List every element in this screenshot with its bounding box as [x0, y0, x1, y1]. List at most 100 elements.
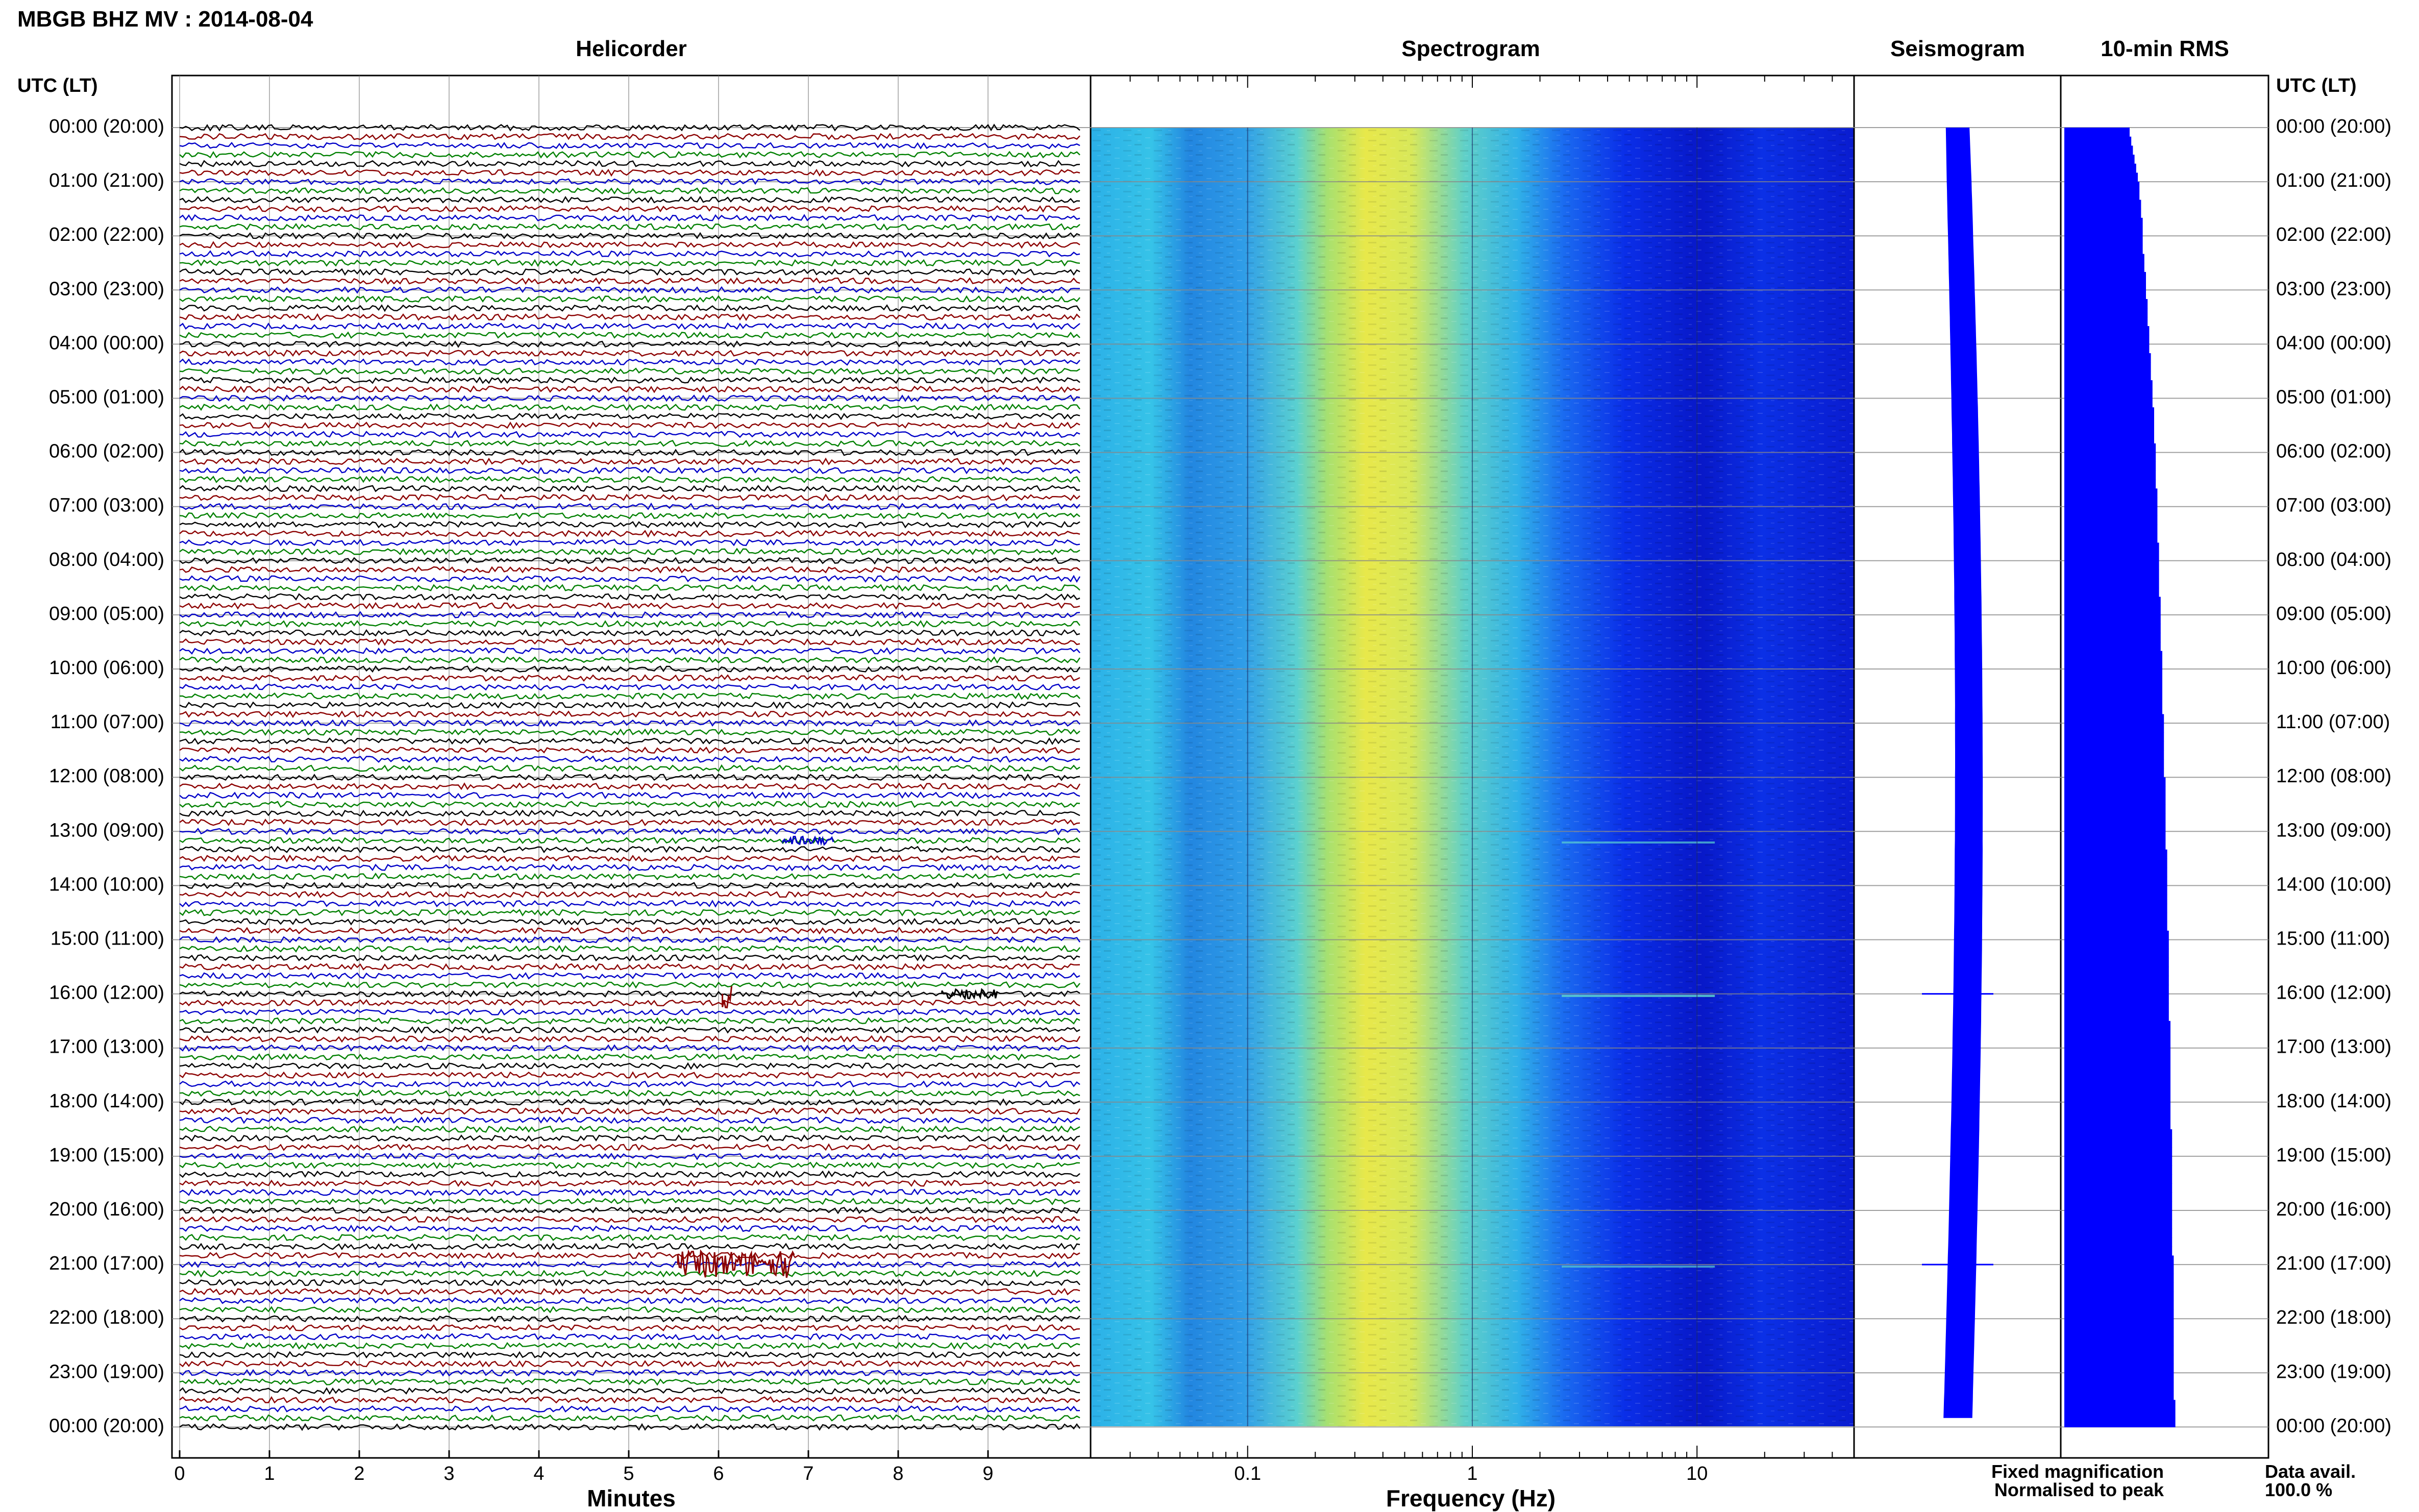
- helicorder-trace: [179, 1243, 1080, 1251]
- rms-bar: [2064, 1120, 2170, 1130]
- helicorder-trace: [179, 647, 1080, 655]
- rms-bar: [2064, 1418, 2176, 1427]
- rms-bar: [2064, 1354, 2174, 1365]
- rms-bar: [2064, 182, 2140, 191]
- rms-bar: [2064, 768, 2164, 778]
- rms-bar: [2064, 443, 2156, 453]
- rms-bar: [2064, 1373, 2174, 1382]
- helicorder-trace: [179, 638, 1080, 646]
- helicorder-trace: [179, 728, 1080, 736]
- rms-bar: [2064, 416, 2154, 426]
- rms-bar: [2064, 687, 2162, 697]
- time-tick-right: 17:00 (13:00): [2276, 1036, 2391, 1058]
- time-tick-right: 21:00 (17:00): [2276, 1253, 2391, 1274]
- rms-bar: [2064, 786, 2166, 796]
- rms-bar: [2064, 1084, 2170, 1094]
- helicorder-trace: [179, 476, 1081, 483]
- helicorder-trace: [179, 809, 1080, 817]
- rms-bar: [2064, 579, 2159, 588]
- minute-tick-label: 6: [713, 1463, 724, 1484]
- time-tick-right: 01:00 (21:00): [2276, 170, 2391, 191]
- time-tick-left: 07:00 (03:00): [49, 495, 164, 516]
- minute-tick-label: 2: [354, 1463, 364, 1484]
- rms-title: 10-min RMS: [2101, 36, 2229, 61]
- helicorder-trace: [179, 1351, 1080, 1359]
- rms-bar: [2064, 281, 2146, 290]
- data-availability-label: Data avail.: [2265, 1461, 2356, 1482]
- helicorder-trace: [179, 548, 1080, 556]
- rms-bar: [2064, 1265, 2174, 1274]
- rms-bar: [2064, 813, 2166, 823]
- helicorder-trace: [179, 818, 1080, 827]
- time-tick-right: 20:00 (16:00): [2276, 1199, 2391, 1220]
- helicorder-trace: [179, 449, 1080, 456]
- helicorder-trace: [179, 313, 1080, 321]
- helicorder-trace: [179, 250, 1080, 258]
- rms-bar: [2064, 831, 2166, 841]
- time-tick-right: 03:00 (23:00): [2276, 278, 2391, 300]
- seismogram-title: Seismogram: [1890, 36, 2025, 61]
- rms-bar: [2064, 290, 2146, 300]
- rms-bar: [2064, 434, 2154, 444]
- time-tick-left: 16:00 (12:00): [49, 982, 164, 1004]
- rms-bar: [2064, 741, 2164, 751]
- helicorder-trace: [179, 692, 1080, 700]
- minute-axis: 0 1 2 3 4 5 6 7 8 9: [174, 1450, 994, 1484]
- helicorder-trace: [179, 1107, 1081, 1116]
- helicorder-trace: [179, 1378, 1080, 1386]
- rms-bar: [2064, 128, 2130, 137]
- rms-bar: [2064, 912, 2167, 922]
- helicorder-trace: [179, 151, 1080, 159]
- rms-bar: [2064, 876, 2167, 886]
- rms-bar: [2064, 326, 2150, 336]
- time-tick-left: 21:00 (17:00): [49, 1253, 164, 1274]
- rms-bar: [2064, 1030, 2170, 1039]
- helicorder-trace: [179, 1044, 1080, 1052]
- helicorder-trace: [179, 403, 1080, 411]
- rms-bar: [2064, 498, 2158, 507]
- helicorder-trace: [179, 719, 1080, 727]
- time-tick-left: 15:00 (11:00): [51, 928, 164, 950]
- frequency-axis-label: Frequency (Hz): [1386, 1485, 1556, 1511]
- helicorder-trace: [179, 1333, 1080, 1341]
- rms-bar: [2064, 1165, 2173, 1175]
- time-tick-left: 03:00 (23:00): [49, 278, 164, 300]
- helicorder-trace: [179, 584, 1080, 592]
- rms-bar: [2064, 1012, 2169, 1022]
- time-axis-label-right: UTC (LT): [2276, 75, 2357, 96]
- rms-bar: [2064, 976, 2169, 985]
- minute-tick-label: 5: [623, 1463, 634, 1484]
- rms-bar: [2064, 371, 2151, 381]
- helicorder-trace: [179, 1161, 1080, 1170]
- rms-bar: [2064, 552, 2159, 561]
- helicorder-trace: [179, 502, 1080, 510]
- rms-bar: [2064, 678, 2162, 687]
- helicorder-event: [722, 986, 733, 1009]
- helicorder-trace: [179, 575, 1081, 583]
- rms-bar: [2064, 867, 2167, 877]
- time-tick-right: 15:00 (11:00): [2276, 928, 2390, 950]
- time-tick-right: 11:00 (07:00): [2276, 711, 2390, 733]
- helicorder-trace: [179, 422, 1080, 430]
- helicorder-trace: [179, 322, 1080, 330]
- helicorder-trace: [179, 863, 1080, 872]
- helicorder-trace: [179, 412, 1080, 420]
- minute-tick-label: 3: [443, 1463, 454, 1484]
- time-tick-left: 17:00 (13:00): [49, 1036, 164, 1058]
- time-tick-labels: 00:00 (20:00) 00:00 (20:00) 01:00 (21:00) 0…: [49, 116, 2391, 1436]
- rms-bar: [2064, 1210, 2173, 1220]
- helicorder-trace: [179, 629, 1080, 637]
- rms-bar: [2064, 795, 2166, 805]
- helicorder-trace: [179, 1396, 1080, 1404]
- helicorder-trace: [179, 1297, 1080, 1304]
- rms-bar: [2064, 217, 2143, 228]
- helicorder-trace: [179, 259, 1080, 267]
- rms-bar: [2064, 669, 2162, 679]
- minute-tick-label: 8: [893, 1463, 903, 1484]
- minute-tick-label: 9: [982, 1463, 993, 1484]
- helicorder-title: Helicorder: [576, 36, 687, 61]
- helicorder-trace: [179, 764, 1080, 772]
- time-tick-right: 00:00 (20:00): [2276, 1415, 2391, 1436]
- helicorder-trace: [179, 133, 1080, 141]
- helicorder-trace: [179, 566, 1080, 574]
